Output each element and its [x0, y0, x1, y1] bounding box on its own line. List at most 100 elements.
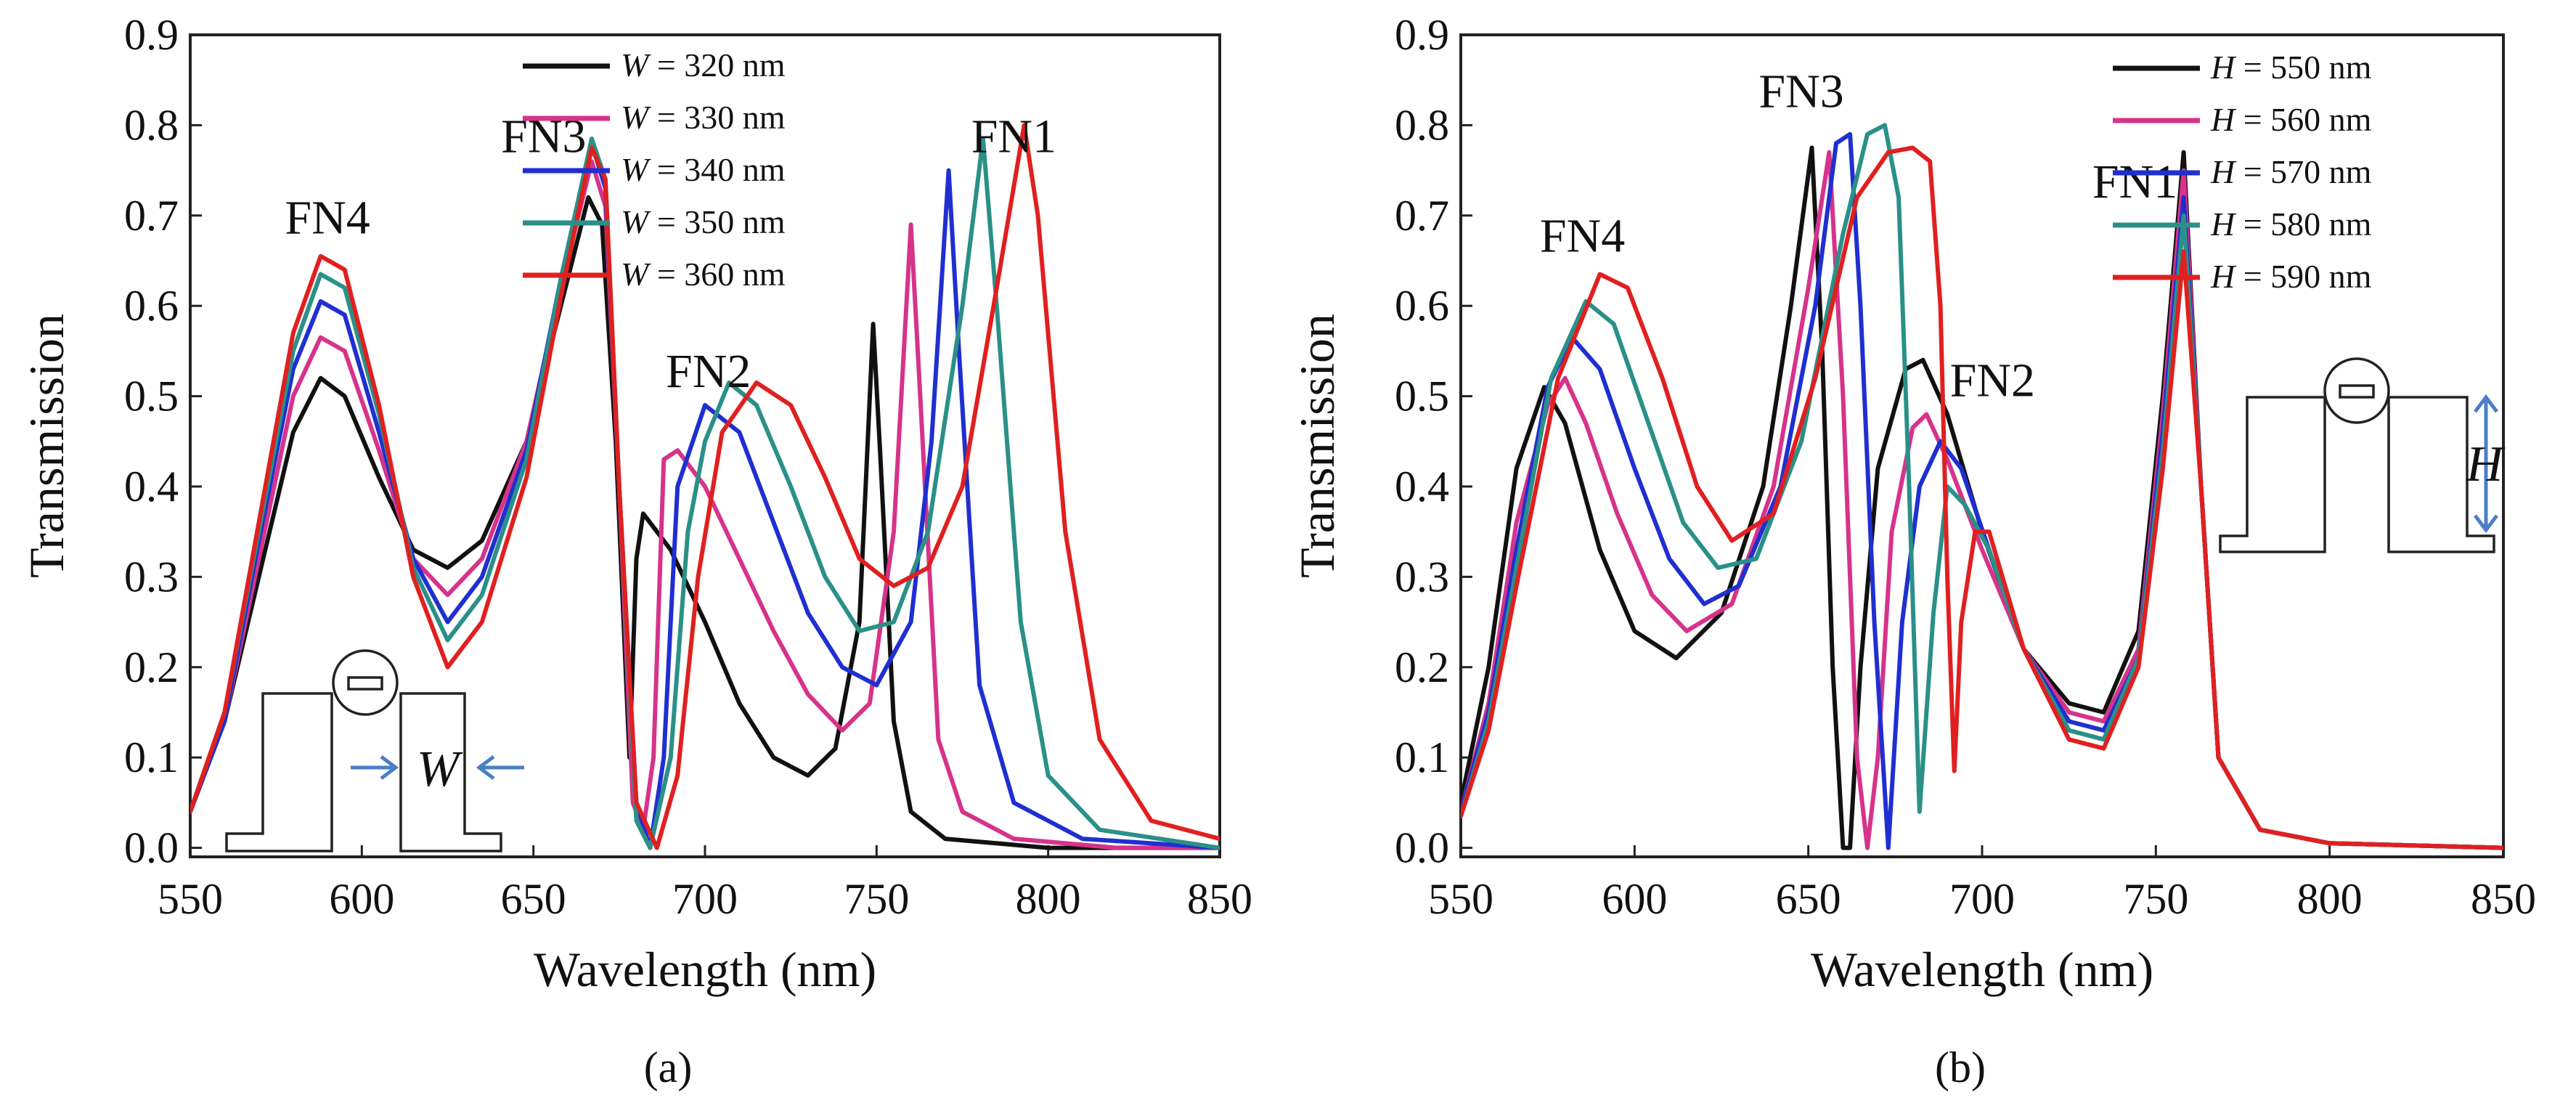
y-tick-label: 0.7 — [124, 192, 179, 240]
inset-resonator — [332, 649, 399, 716]
x-tick-label: 850 — [1187, 875, 1252, 923]
legend-value: = 350 nm — [648, 203, 785, 240]
legend-entry-5: H = 590 nm — [2210, 258, 2372, 295]
panel-label-b: (b) — [1935, 1043, 1986, 1091]
legend-entry-1: W = 320 nm — [621, 46, 786, 84]
legend-variable: H — [2210, 153, 2237, 190]
x-tick-label: 550 — [158, 875, 223, 923]
legend-value: = 320 nm — [648, 46, 785, 84]
inset-height-arrows — [2474, 394, 2498, 534]
y-tick-label: 0.2 — [124, 643, 179, 691]
legend-variable: H — [2210, 258, 2237, 295]
arrow-right-icon — [351, 755, 399, 780]
y-tick-label: 0.3 — [124, 553, 179, 601]
legend-variable: H — [2210, 206, 2237, 243]
x-tick-label: 800 — [2297, 875, 2363, 923]
peak-label-fn4: FN4 — [1540, 210, 1625, 263]
x-tick-label: 850 — [2471, 875, 2536, 923]
legend-entry-2: H = 560 nm — [2210, 101, 2372, 138]
y-tick-label: 0.9 — [124, 11, 179, 59]
y-tick-label: 0.3 — [1395, 553, 1449, 601]
legend-variable: W — [621, 256, 651, 293]
legend-value: = 340 nm — [648, 151, 785, 188]
y-tick-label: 0.2 — [1395, 643, 1449, 691]
legend-entry-5: W = 360 nm — [621, 256, 786, 293]
series-line-5 — [1461, 145, 2503, 850]
x-tick-label: 750 — [844, 875, 909, 923]
peak-label-fn1: FN1 — [971, 110, 1056, 163]
peak-label-fn3: FN3 — [1758, 65, 1843, 118]
series-group — [190, 123, 1220, 850]
x-tick-label: 600 — [1602, 875, 1667, 923]
peak-label-fn4: FN4 — [285, 192, 370, 245]
legend-value: = 580 nm — [2235, 206, 2371, 243]
peak-label-fn2: FN2 — [1950, 354, 2035, 407]
y-axis-label: Transmission — [1289, 314, 1345, 578]
inset-resonator — [2323, 357, 2390, 424]
legend-variable: H — [2210, 49, 2237, 86]
x-tick-label: 550 — [1428, 875, 1493, 923]
arrow-updown-icon — [2474, 394, 2498, 534]
y-tick-label: 0.8 — [1395, 101, 1449, 149]
y-tick-label: 0.8 — [124, 101, 179, 149]
arrow-left-icon — [476, 755, 524, 780]
inset-label-h: H — [2466, 436, 2506, 492]
series-line-4 — [190, 137, 1220, 850]
y-tick-label: 0.4 — [1395, 463, 1449, 510]
legend-variable: H — [2210, 101, 2237, 138]
legend-variable: W — [621, 151, 651, 188]
inset-label-w: W — [417, 741, 463, 797]
peak-label-fn2: FN2 — [666, 345, 751, 398]
x-tick-label: 600 — [329, 875, 394, 923]
x-tick-label: 750 — [2123, 875, 2188, 923]
y-tick-label: 0.7 — [1395, 192, 1449, 240]
y-tick-label: 0.6 — [124, 282, 179, 330]
x-tick-label: 700 — [1949, 875, 2015, 923]
inset-schematic: W — [225, 649, 524, 853]
x-axis-label: Wavelength (nm) — [534, 942, 876, 997]
legend-value: = 590 nm — [2235, 258, 2371, 295]
legend-variable: W — [621, 203, 651, 240]
inset-width-arrows — [351, 755, 524, 780]
inset-schematic: H — [2219, 357, 2506, 553]
inset-pillar-left — [225, 692, 333, 853]
x-tick-label: 650 — [501, 875, 566, 923]
legend-entry-4: H = 580 nm — [2210, 206, 2372, 243]
legend-value: = 550 nm — [2235, 49, 2371, 86]
inset-resonator-slot — [347, 676, 383, 691]
inset-resonator-slot — [2339, 384, 2375, 399]
x-tick-label: 700 — [672, 875, 738, 923]
legend-value: = 330 nm — [648, 99, 785, 136]
inset-pillar-right — [399, 692, 502, 853]
legend-value: = 570 nm — [2235, 153, 2371, 190]
legend-variable: W — [621, 46, 651, 84]
legend-entry-3: W = 340 nm — [621, 151, 786, 188]
series-group — [1461, 123, 2503, 850]
inset-pillar-left — [2219, 396, 2326, 553]
legend: H = 550 nmH = 560 nmH = 570 nmH = 580 nm… — [2113, 49, 2372, 295]
chart-panel-b: 0.0 0.1 0.2 0.3 0.4 0.5 0.6 0.7 0.8 0.9 550 600 650 7… — [1289, 11, 2536, 997]
x-axis-label: Wavelength (nm) — [1811, 942, 2153, 997]
series-line-1 — [190, 195, 1220, 850]
y-tick-label: 0.5 — [124, 373, 179, 420]
panel-label-a: (a) — [644, 1043, 693, 1091]
chart-panel-a: 0.0 0.1 0.2 0.3 0.4 0.5 0.6 0.7 0.8 0.9 550 600 650 7… — [19, 11, 1252, 997]
series-line-4 — [1461, 123, 2503, 850]
y-tick-label: 0.0 — [1395, 824, 1449, 872]
series-line-2 — [190, 159, 1220, 850]
x-tick-label: 650 — [1776, 875, 1841, 923]
y-tick-label: 0.5 — [1395, 373, 1449, 420]
legend-entry-3: H = 570 nm — [2210, 153, 2372, 190]
legend-value: = 560 nm — [2235, 101, 2371, 138]
legend: W = 320 nmW = 330 nmW = 340 nmW = 350 nm… — [523, 46, 786, 293]
y-axis-label: Transmission — [19, 314, 74, 578]
peak-label-fn1: FN1 — [2092, 155, 2177, 208]
y-tick-label: 0.1 — [124, 733, 179, 781]
legend-value: = 360 nm — [648, 256, 785, 293]
legend-entry-4: W = 350 nm — [621, 203, 786, 240]
y-tick-label: 0.6 — [1395, 282, 1449, 330]
legend-entry-1: H = 550 nm — [2210, 49, 2372, 86]
series-line-5 — [190, 123, 1220, 850]
